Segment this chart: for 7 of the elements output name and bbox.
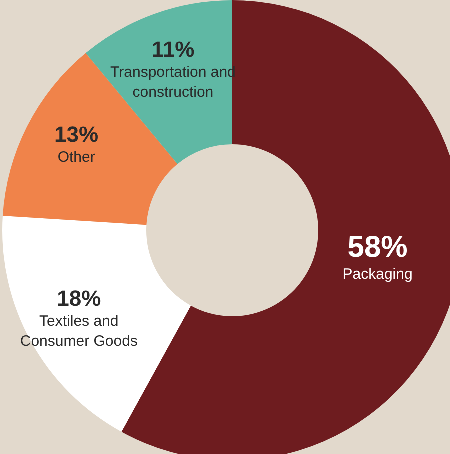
data-label: 11% (152, 36, 195, 62)
data-label: 18% (57, 286, 102, 311)
data-label: 58% (348, 230, 408, 264)
slice-label: Textiles and Consumer Goods (20, 312, 138, 350)
slice-label: Other (58, 149, 96, 166)
slice-label: Packaging (342, 266, 413, 283)
data-label: 13% (54, 122, 99, 148)
